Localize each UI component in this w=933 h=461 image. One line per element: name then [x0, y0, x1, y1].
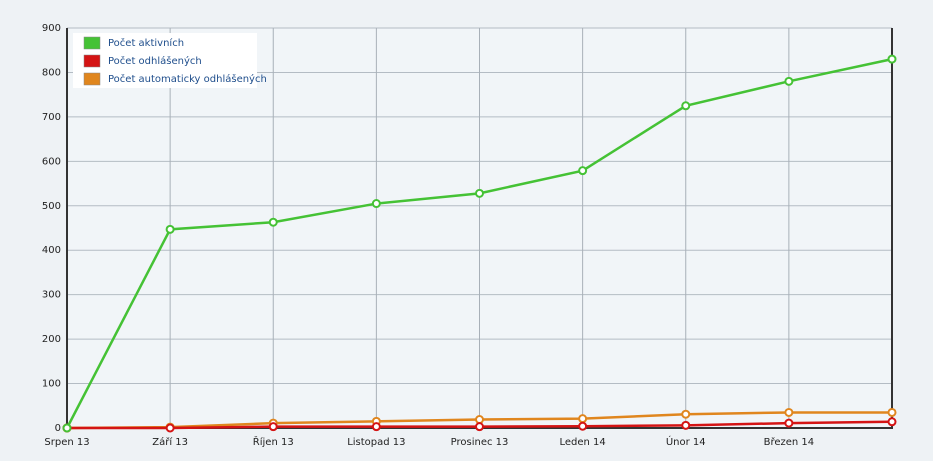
y-tick-label: 0 — [55, 423, 61, 434]
legend-swatch — [83, 54, 101, 68]
y-tick-label: 100 — [42, 379, 61, 390]
y-tick-label: 300 — [42, 290, 61, 301]
legend-label: Počet odhlášených — [108, 55, 202, 67]
point — [887, 54, 897, 64]
point — [784, 76, 794, 86]
point — [887, 407, 897, 417]
point — [784, 418, 794, 428]
point — [165, 423, 175, 433]
point — [784, 407, 794, 417]
x-tick-label: Březen 14 — [764, 436, 815, 448]
y-tick-label: 900 — [42, 23, 61, 34]
point — [165, 224, 175, 234]
point — [578, 166, 588, 176]
legend-swatch — [83, 36, 101, 50]
x-tick-label: Únor 14 — [666, 435, 706, 448]
point — [371, 422, 381, 432]
y-tick-label: 800 — [42, 67, 61, 78]
y-tick-label: 400 — [42, 245, 61, 256]
x-tick-label: Říjen 13 — [253, 435, 294, 448]
x-tick-label: Září 13 — [152, 436, 188, 448]
legend-swatch — [83, 72, 101, 86]
legend-label: Počet automaticky odhlášených — [108, 73, 267, 85]
point — [578, 421, 588, 431]
y-tick-label: 600 — [42, 156, 61, 167]
point — [475, 422, 484, 432]
point — [887, 417, 897, 427]
y-tick-label: 700 — [42, 112, 61, 123]
point — [268, 217, 278, 227]
x-tick-label: Leden 14 — [559, 437, 605, 448]
y-tick-label: 500 — [42, 201, 61, 212]
legend-box — [73, 33, 257, 88]
x-tick-label: Prosinec 13 — [451, 437, 509, 448]
point — [371, 199, 381, 209]
x-tick-label: Srpen 13 — [44, 437, 89, 448]
point — [681, 101, 691, 111]
point — [268, 422, 278, 432]
point — [475, 188, 484, 198]
point — [578, 414, 588, 424]
y-tick-label: 200 — [42, 334, 61, 345]
point — [62, 423, 72, 433]
point — [681, 420, 691, 430]
point — [475, 415, 484, 425]
point — [681, 409, 691, 419]
legend-label: Počet aktivních — [108, 37, 184, 49]
x-tick-label: Listopad 13 — [347, 437, 405, 448]
